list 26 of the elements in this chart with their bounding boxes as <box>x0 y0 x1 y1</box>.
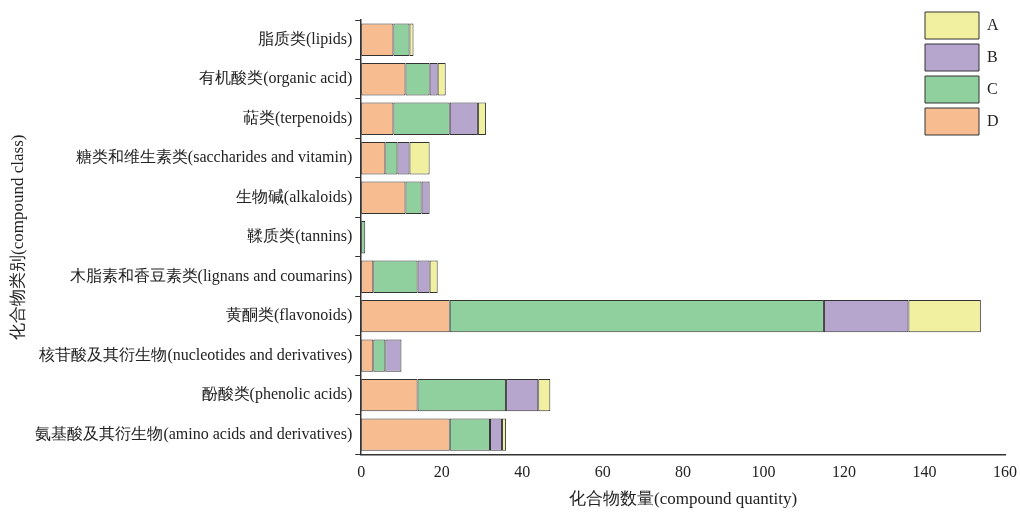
y-tick-label: 生物碱(alkaloids) <box>235 187 353 206</box>
x-tick-label: 40 <box>514 463 531 481</box>
legend-label: B <box>987 47 998 65</box>
x-tick-label: 60 <box>594 463 611 481</box>
y-tick-label: 核苷酸及其衍生物(nucleotides and derivatives) <box>38 345 353 364</box>
y-tick-label: 木脂素和香豆素类(lignans and coumarins) <box>69 266 353 285</box>
x-tick-label: 160 <box>993 463 1017 481</box>
x-axis-title: 化合物数量(compound quantity) <box>569 489 798 509</box>
x-tick-label: 140 <box>912 463 937 481</box>
x-tick-label: 80 <box>675 463 692 481</box>
x-tick-label: 120 <box>832 463 857 481</box>
y-tick-label: 黄酮类(flavonoids) <box>226 306 353 325</box>
legend-label: C <box>987 79 998 97</box>
y-tick-label: 糖类和维生素类(saccharides and vitamin) <box>75 148 353 167</box>
y-tick-label: 脂质类(lipids) <box>258 29 353 48</box>
y-tick-label: 氨基酸及其衍生物(amino acids and derivatives) <box>35 424 353 443</box>
x-tick-label: 0 <box>357 463 366 481</box>
y-tick-label: 酚酸类(phenolic acids) <box>201 385 353 404</box>
legend-label: A <box>987 15 999 33</box>
y-axis-title: 化合物类别(compound class) <box>7 134 27 340</box>
y-tick-label: 萜类(terpenoids) <box>242 108 353 127</box>
legend-label: D <box>987 111 999 129</box>
y-tick-label: 有机酸类(organic acid) <box>199 69 353 88</box>
y-tick-label: 鞣质类(tannins) <box>247 227 353 246</box>
x-tick-label: 100 <box>751 463 776 481</box>
x-tick-label: 20 <box>433 463 450 481</box>
